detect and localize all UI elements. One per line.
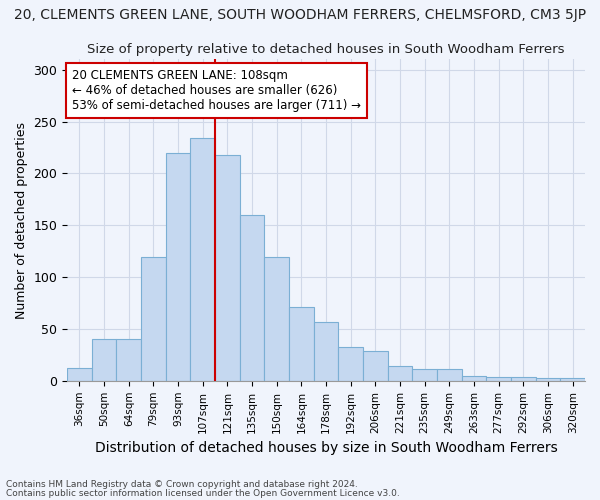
Y-axis label: Number of detached properties: Number of detached properties (15, 122, 28, 318)
Bar (240, 215, 265, 381)
Bar (67, 368, 92, 381)
Bar (190, 138, 215, 381)
Text: Contains HM Land Registry data © Crown copyright and database right 2024.: Contains HM Land Registry data © Crown c… (6, 480, 358, 489)
X-axis label: Distribution of detached houses by size in South Woodham Ferrers: Distribution of detached houses by size … (95, 441, 557, 455)
Text: 20 CLEMENTS GREEN LANE: 108sqm
← 46% of detached houses are smaller (626)
53% of: 20 CLEMENTS GREEN LANE: 108sqm ← 46% of … (73, 69, 361, 112)
Bar (314, 322, 338, 381)
Bar (412, 370, 437, 381)
Text: 20, CLEMENTS GREEN LANE, SOUTH WOODHAM FERRERS, CHELMSFORD, CM3 5JP: 20, CLEMENTS GREEN LANE, SOUTH WOODHAM F… (14, 8, 586, 22)
Bar (511, 376, 536, 381)
Text: Contains public sector information licensed under the Open Government Licence v3: Contains public sector information licen… (6, 488, 400, 498)
Bar (116, 340, 141, 381)
Bar (215, 155, 240, 381)
Bar (338, 346, 363, 381)
Bar (141, 258, 166, 381)
Bar (462, 376, 487, 381)
Bar (92, 340, 116, 381)
Bar (560, 378, 585, 381)
Bar (289, 307, 314, 381)
Bar (437, 370, 462, 381)
Bar (166, 152, 190, 381)
Bar (487, 376, 511, 381)
Bar (536, 378, 560, 381)
Bar (265, 258, 289, 381)
Bar (388, 366, 412, 381)
Bar (363, 351, 388, 381)
Title: Size of property relative to detached houses in South Woodham Ferrers: Size of property relative to detached ho… (88, 42, 565, 56)
